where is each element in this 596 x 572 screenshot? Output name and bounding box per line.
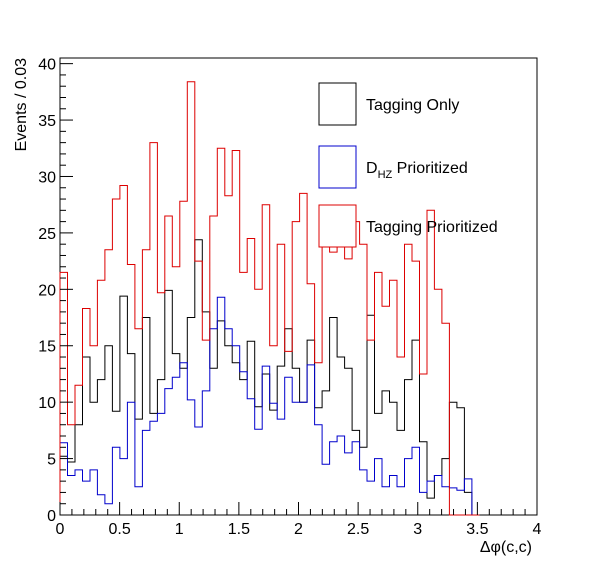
plot-frame — [59, 57, 538, 516]
legend-label-tagging-only: Tagging Only — [366, 97, 459, 114]
x-tick-label: 2.5 — [347, 521, 369, 538]
legend-swatch-tagging-prioritized — [318, 204, 357, 248]
legend: Tagging Only DHZ Prioritized Tagging Prior… — [318, 82, 498, 248]
x-tick-label: 3 — [413, 521, 422, 538]
x-tick-label: 4 — [533, 521, 542, 538]
legend-swatch-d-hz-prioritized — [318, 145, 357, 189]
y-tick-label: 35 — [38, 113, 56, 130]
y-axis-title: Events / 0.03 — [13, 58, 30, 151]
y-tick-label: 5 — [47, 452, 56, 469]
series-d-hz-prioritized-line — [59, 296, 480, 516]
y-tick-label: 40 — [38, 57, 56, 74]
y-tick-label: 25 — [38, 226, 56, 243]
series-layer — [59, 81, 480, 516]
legend-label-d-hz-prioritized: DHZ Prioritized — [366, 160, 468, 181]
y-tick-label: 15 — [38, 339, 56, 356]
x-tick-label: 0.5 — [109, 521, 131, 538]
legend-swatch-tagging-only — [318, 82, 357, 126]
y-axis: 0 5 10 15 20 25 30 35 40 — [38, 57, 73, 525]
y-tick-label: 0 — [47, 508, 56, 525]
x-tick-label: 3.5 — [466, 521, 488, 538]
x-axis-title: Δφ(c,c) — [480, 539, 532, 556]
series-tagging-prioritized-line — [59, 81, 480, 516]
legend-label-tagging-prioritized: Tagging Prioritized — [366, 219, 498, 236]
x-tick-label: 2 — [294, 521, 303, 538]
x-tick-label: 1 — [175, 521, 184, 538]
y-tick-label: 20 — [38, 282, 56, 299]
y-tick-label: 30 — [38, 169, 56, 186]
x-tick-label: 1.5 — [228, 521, 250, 538]
x-tick-label: 0 — [56, 521, 65, 538]
x-axis: 0 0.5 1 1.5 2 2.5 3 3.5 4 — [56, 502, 542, 538]
y-tick-label: 10 — [38, 395, 56, 412]
